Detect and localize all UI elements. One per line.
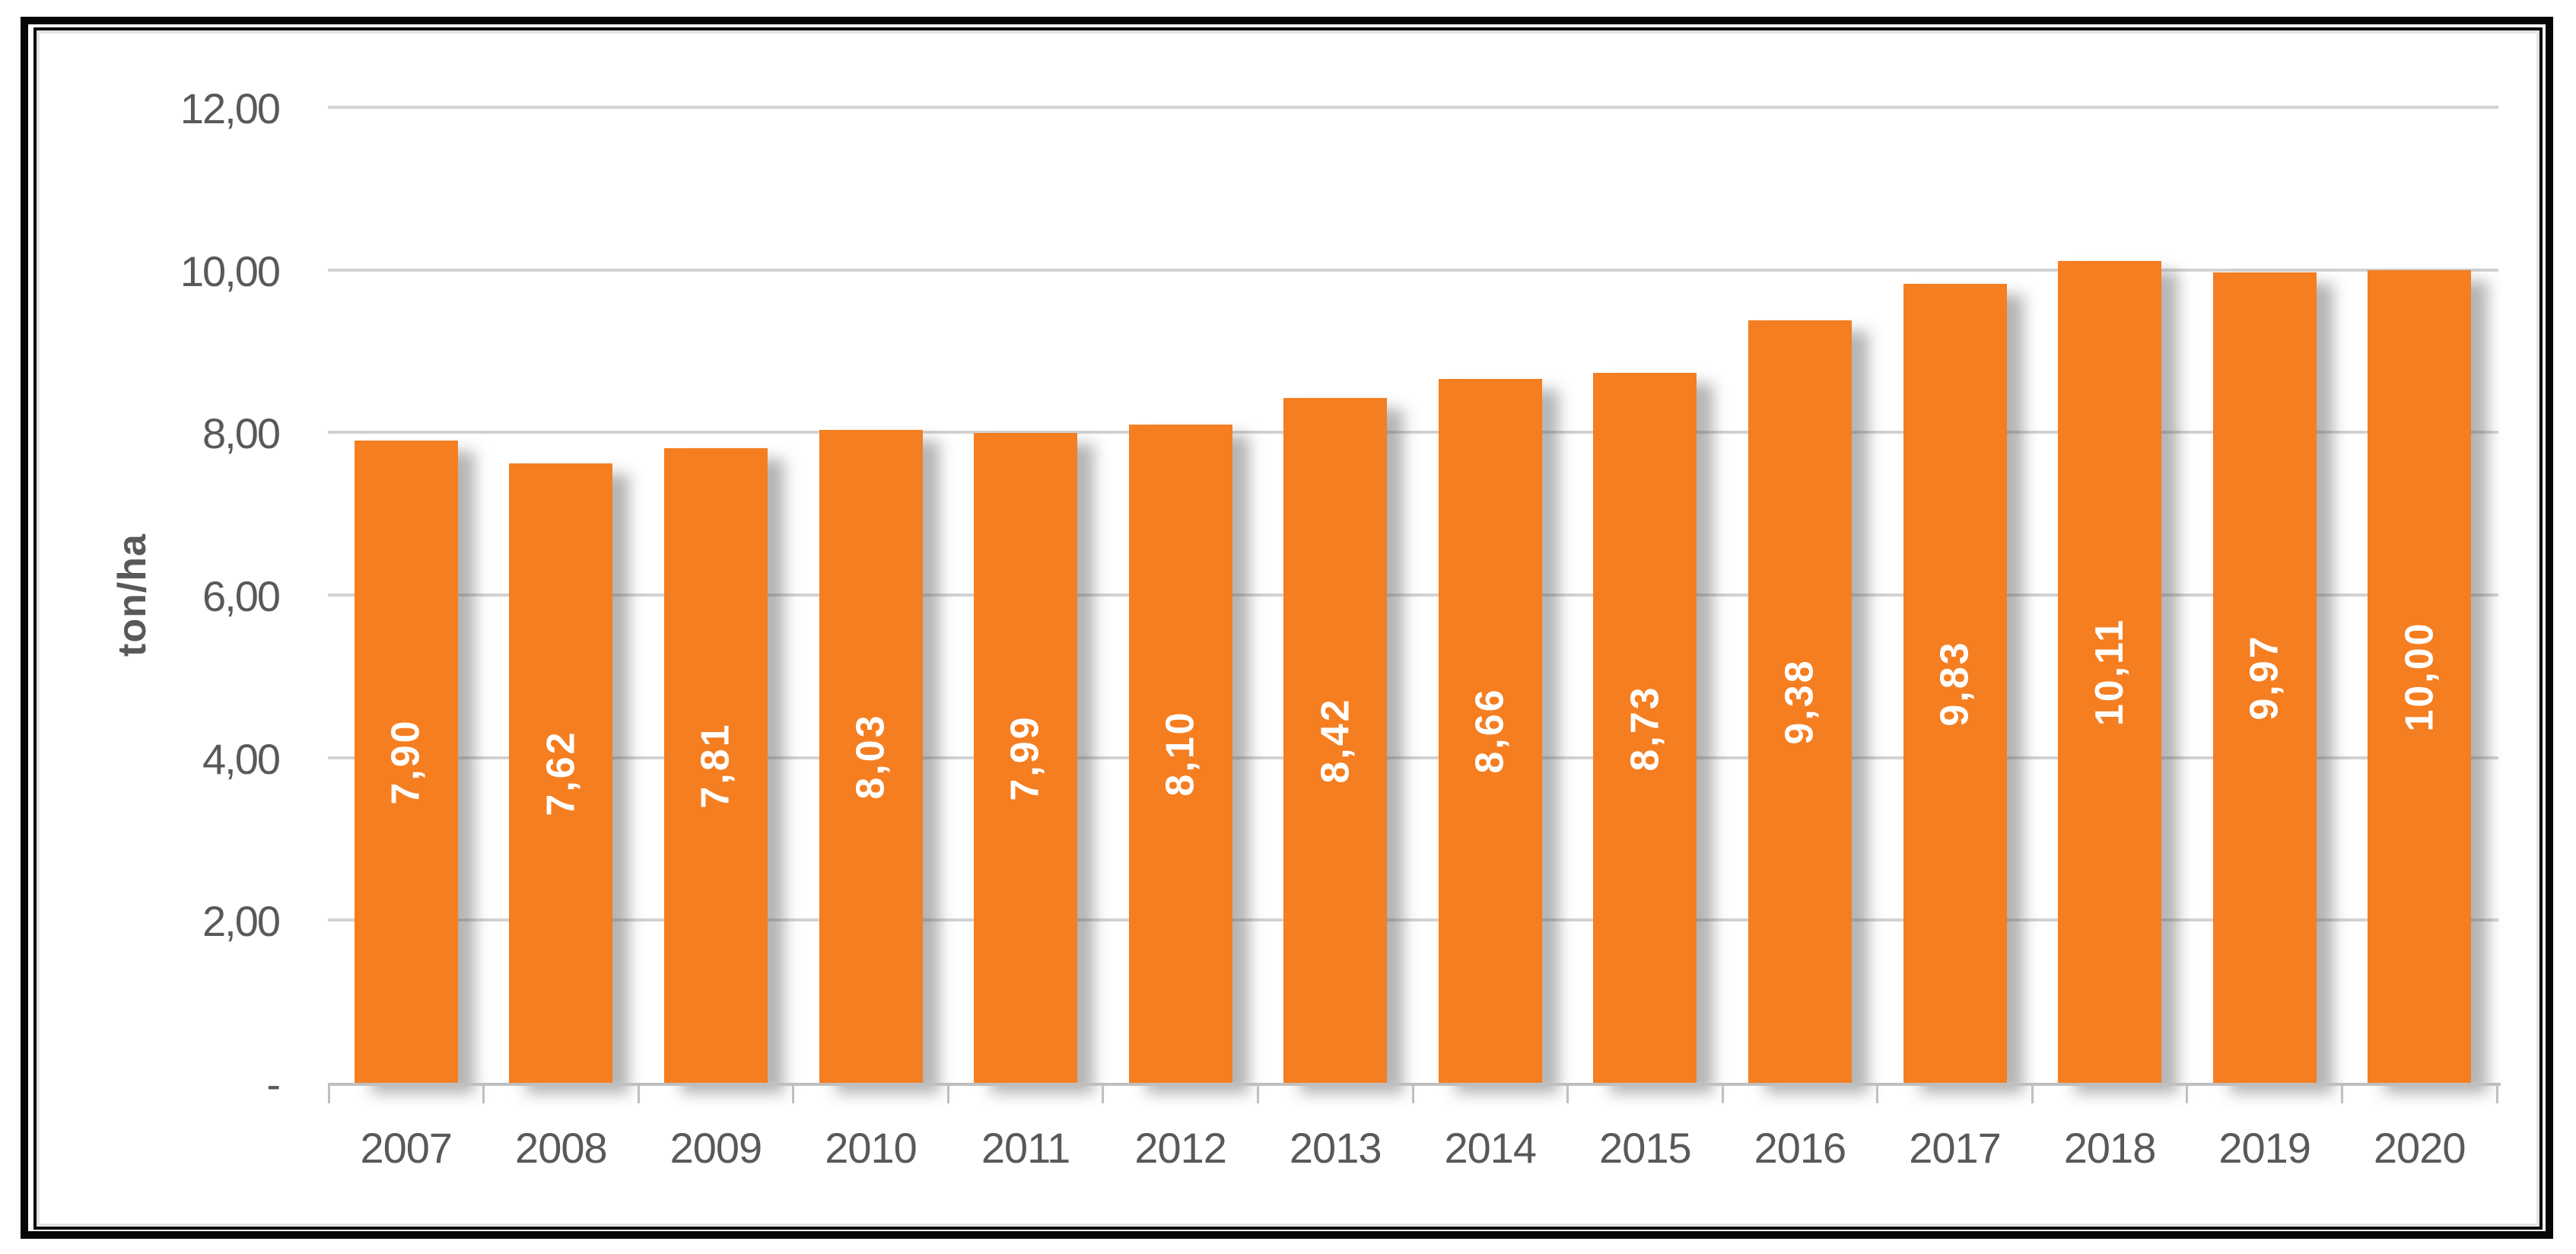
gridline	[328, 268, 2498, 272]
x-axis-tick-mark	[1411, 1083, 1414, 1103]
bar-value-label: 8,10	[1158, 710, 1203, 797]
gridline	[328, 106, 2498, 109]
y-tick-label: 8,00	[202, 409, 281, 458]
bar: 10,11	[2058, 260, 2162, 1083]
bar-value-label: 8,66	[1468, 687, 1512, 774]
y-tick-label: 6,00	[202, 572, 281, 620]
x-axis-tick-mark	[2340, 1083, 2343, 1103]
bar-value-label: 7,81	[693, 722, 738, 809]
bar: 8,42	[1283, 398, 1388, 1083]
bar-value-label: 10,00	[2397, 621, 2442, 732]
gridline	[328, 756, 2498, 759]
bar: 7,62	[509, 463, 613, 1083]
bar: 9,38	[1748, 320, 1852, 1083]
gridline	[328, 918, 2498, 922]
x-tick-label: 2008	[515, 1124, 608, 1172]
y-tick-label: -	[266, 1060, 281, 1108]
bar: 8,66	[1438, 378, 1542, 1083]
x-tick-label: 2011	[981, 1124, 1070, 1172]
x-axis-tick-mark	[1566, 1083, 1569, 1103]
x-tick-label: 2009	[669, 1124, 763, 1172]
x-axis-tick-mark	[2031, 1083, 2034, 1103]
x-axis-tick-mark	[2495, 1083, 2498, 1103]
bar-value-label: 8,42	[1313, 697, 1358, 784]
x-axis-tick-mark	[2186, 1083, 2189, 1103]
bar: 8,10	[1128, 424, 1232, 1083]
bar-value-label: 7,99	[1003, 715, 1048, 801]
y-tick-label: 2,00	[202, 897, 281, 946]
x-axis-tick-mark	[1876, 1083, 1879, 1103]
x-axis-tick-mark	[327, 1083, 330, 1103]
x-axis-tick-mark	[792, 1083, 795, 1103]
x-tick-label: 2018	[2063, 1124, 2157, 1172]
bar-value-label: 10,11	[2088, 617, 2132, 727]
x-tick-label: 2013	[1289, 1124, 1382, 1172]
bar: 7,90	[354, 441, 458, 1083]
y-tick-label: 10,00	[180, 247, 281, 295]
gridline	[328, 431, 2498, 434]
x-tick-label: 2017	[1909, 1124, 2002, 1172]
x-axis-line	[328, 1083, 2501, 1086]
bar: 9,97	[2212, 272, 2317, 1083]
bar: 8,03	[819, 430, 923, 1083]
y-tick-label: 12,00	[180, 84, 281, 132]
bar-value-label: 8,03	[848, 713, 893, 800]
x-axis-tick-mark	[1721, 1083, 1724, 1103]
x-axis-tick-mark	[482, 1083, 485, 1103]
bar: 10,00	[2368, 269, 2472, 1083]
bar: 9,83	[1903, 283, 2007, 1083]
bar: 7,99	[974, 433, 1078, 1083]
x-tick-label: 2016	[1754, 1124, 1847, 1172]
bar-value-label: 7,62	[539, 730, 584, 816]
x-tick-label: 2019	[2218, 1124, 2311, 1172]
x-tick-label: 2007	[360, 1124, 453, 1172]
x-axis-tick-mark	[637, 1083, 640, 1103]
x-axis-tick-mark	[1102, 1083, 1105, 1103]
x-tick-label: 2012	[1134, 1124, 1227, 1172]
x-axis-tick-mark	[946, 1083, 949, 1103]
x-axis-tick-mark	[1256, 1083, 1259, 1103]
inner-frame	[33, 27, 2543, 1230]
x-tick-label: 2020	[2373, 1124, 2466, 1172]
bar-value-label: 8,73	[1623, 685, 1668, 772]
bar-value-label: 9,38	[1777, 658, 1822, 745]
y-tick-label: 4,00	[202, 734, 281, 783]
outer-frame	[21, 17, 2553, 1239]
x-tick-label: 2014	[1444, 1124, 1537, 1172]
bar-value-label: 9,83	[1932, 640, 1977, 727]
x-tick-label: 2015	[1599, 1124, 1692, 1172]
bar-value-label: 7,90	[383, 718, 428, 805]
bar: 8,73	[1593, 373, 1697, 1083]
bar-value-label: 9,97	[2242, 634, 2287, 721]
bar: 7,81	[663, 447, 768, 1083]
gridline	[328, 594, 2498, 597]
x-tick-label: 2010	[825, 1124, 918, 1172]
